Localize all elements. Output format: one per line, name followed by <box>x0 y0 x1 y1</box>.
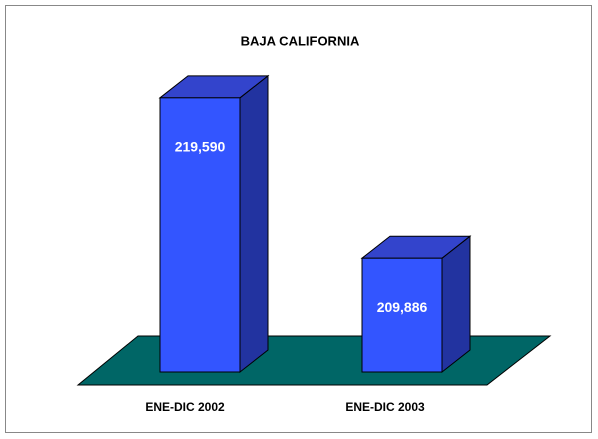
floor <box>76 335 552 386</box>
bar <box>159 97 241 373</box>
data-label: 219,590 <box>175 139 226 155</box>
data-label: 209,886 <box>377 299 428 315</box>
chart-title: BAJA CALIFORNIA <box>241 33 360 48</box>
bar-side <box>239 74 269 374</box>
x-tick-label: ENE-DIC 2003 <box>345 400 425 414</box>
bar-side <box>441 235 471 374</box>
bar <box>361 257 443 373</box>
x-tick-label: ENE-DIC 2002 <box>145 400 225 414</box>
